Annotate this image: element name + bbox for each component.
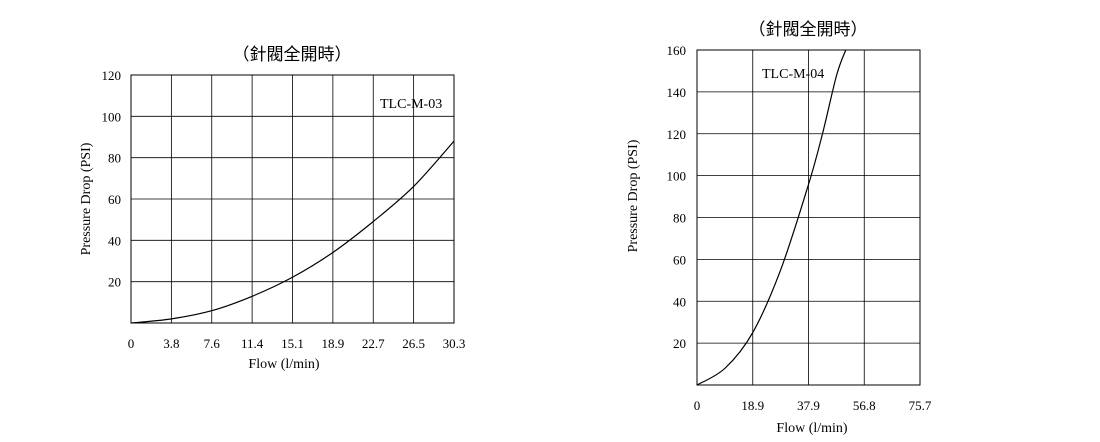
- chart-1-y-tick-label: 120: [102, 68, 122, 83]
- chart-1-y-tick-label: 40: [108, 233, 121, 248]
- chart-1-x-tick-label: 7.6: [204, 336, 221, 351]
- chart-1-x-tick-label: 15.1: [281, 336, 304, 351]
- chart-1-y-tick-label: 80: [108, 151, 121, 166]
- chart-2-y-tick-labels: 20 40 60 80 100 120 140 160: [667, 43, 687, 351]
- chart-1-y-axis-label: Pressure Drop (PSI): [79, 142, 94, 255]
- chart-2-y-tick-label: 60: [673, 252, 686, 267]
- chart-2-x-tick-label: 56.8: [853, 398, 876, 413]
- chart-1-grid: [131, 75, 454, 323]
- chart-2-y-tick-label: 40: [673, 294, 686, 309]
- chart-1-y-tick-label: 60: [108, 192, 121, 207]
- chart-2-x-tick-label: 75.7: [909, 398, 932, 413]
- chart-2-title: （針閥全開時）: [749, 20, 868, 40]
- chart-2-y-tick-label: 120: [667, 127, 687, 142]
- chart-2-x-tick-label: 0: [694, 398, 701, 413]
- chart-2-y-tick-label: 80: [673, 211, 686, 226]
- chart-1-x-tick-label: 11.4: [241, 336, 264, 351]
- chart-1-x-tick-labels: 0 3.8 7.6 11.4 15.1 18.9 22.7 26.5 30.3: [128, 336, 466, 351]
- chart-2-y-axis-label: Pressure Drop (PSI): [626, 139, 641, 252]
- chart-1-x-tick-label: 22.7: [362, 336, 385, 351]
- chart-2-x-tick-label: 37.9: [797, 398, 820, 413]
- chart-1-y-tick-label: 20: [108, 275, 121, 290]
- chart-1-y-tick-label: 100: [102, 109, 122, 124]
- chart-1-y-tick-labels: 20 40 60 80 100 120: [102, 68, 122, 290]
- chart-2-y-tick-label: 100: [667, 169, 687, 184]
- chart-2: （針閥全開時） TLC-M-04 0 18.9 37.9 56.8 75.7 20 40 6…: [626, 20, 932, 436]
- chart-2-y-tick-label: 160: [667, 43, 687, 58]
- chart-1-title: （針閥全開時）: [233, 45, 352, 65]
- chart-1-x-tick-label: 3.8: [163, 336, 179, 351]
- chart-1-series-line: [130, 140, 455, 324]
- chart-2-frame: [696, 49, 921, 386]
- chart-1-frame: [130, 74, 455, 324]
- chart-2-x-tick-label: 18.9: [741, 398, 764, 413]
- chart-2-y-tick-label: 20: [673, 336, 686, 351]
- chart-1-x-tick-label: 0: [128, 336, 135, 351]
- chart-1-x-tick-label: 18.9: [322, 336, 345, 351]
- chart-2-series-label: TLC-M-04: [762, 67, 824, 82]
- chart-1-x-tick-label: 26.5: [402, 336, 425, 351]
- chart-1-x-tick-label: 30.3: [443, 336, 466, 351]
- chart-2-series-line: [696, 49, 847, 386]
- chart-1: （針閥全開時） TLC-M-03 0 3.8 7.6 11.4 15.1 18.9 22.7…: [79, 45, 465, 372]
- chart-2-y-tick-label: 140: [667, 85, 687, 100]
- chart-1-series-label: TLC-M-03: [380, 97, 442, 112]
- chart-2-x-axis-label: Flow (l/min): [776, 421, 848, 436]
- chart-1-x-axis-label: Flow (l/min): [248, 357, 320, 372]
- chart-2-x-tick-labels: 0 18.9 37.9 56.8 75.7: [694, 398, 932, 413]
- chart-2-grid: [697, 50, 920, 385]
